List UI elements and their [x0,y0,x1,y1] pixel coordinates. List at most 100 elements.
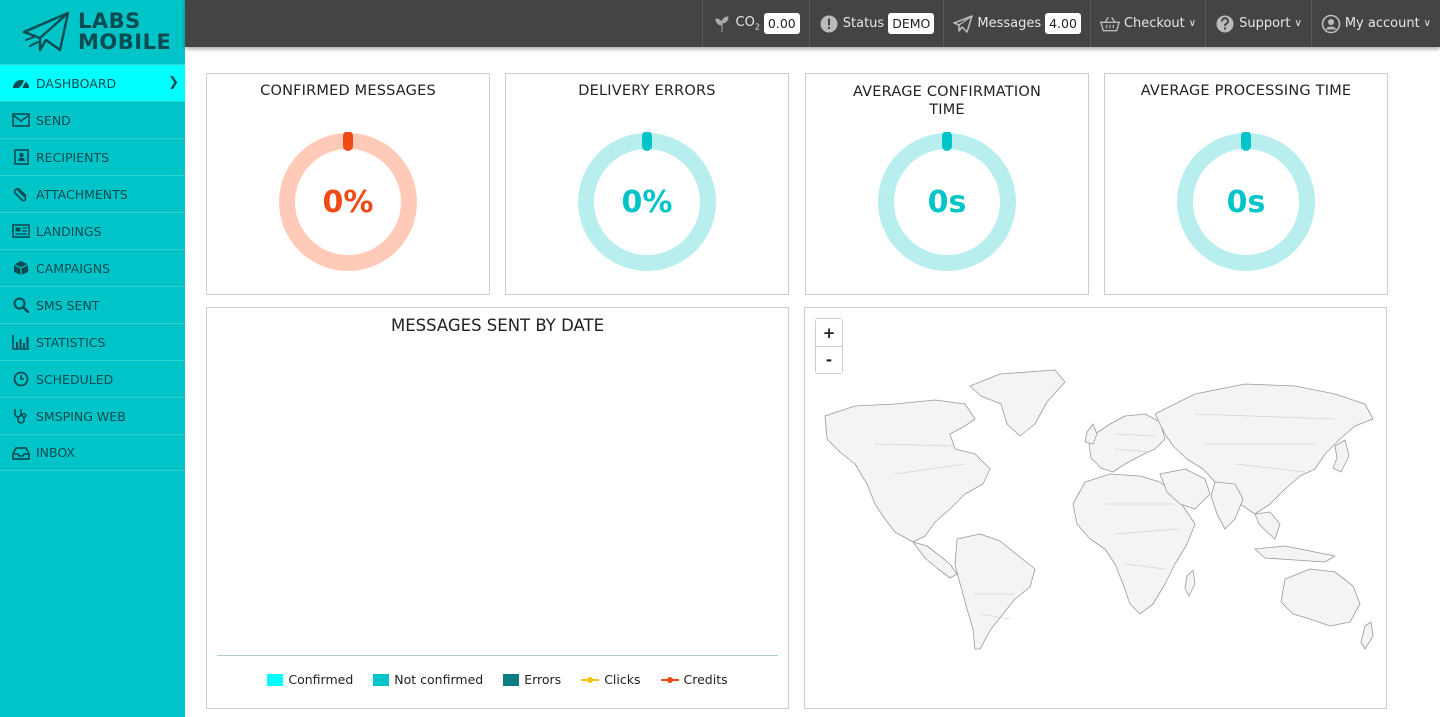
sidebar-item-scheduled[interactable]: SCHEDULED [0,360,185,397]
map-zoom-controls: + - [815,318,843,374]
sidebar-item-label: SMS SENT [36,297,100,313]
support-menu[interactable]: Support ∨ [1205,0,1311,47]
account-menu[interactable]: My account ∨ [1310,0,1440,47]
co2-subscript: 2 [754,22,760,32]
sidebar-item-campaigns[interactable]: CAMPAIGNS [0,249,185,286]
gauge-marker [642,131,652,151]
chart-x-axis [217,655,778,656]
dashboard-gauge-icon [11,74,31,92]
sidebar-item-label: INBOX [36,445,75,460]
sidebar-item-dashboard[interactable]: DASHBOARD ❯ [0,64,185,101]
average-processing-time-card: AVERAGE PROCESSING TIME 0s [1104,73,1388,295]
question-circle-icon [1216,15,1234,32]
legend-item-not-confirmed[interactable]: Not confirmed [373,672,483,687]
co2-value-badge: 0.00 [763,13,800,34]
confirmed-messages-card: CONFIRMED MESSAGES 0% [206,73,490,295]
search-icon [11,296,31,314]
errors-gauge: 0% [577,131,717,272]
map-region-india [1210,481,1244,530]
sidebar-item-attachments[interactable]: ATTACHMENTS [0,175,185,212]
card-title: AVERAGE PROCESSING TIME [1140,83,1352,99]
card-title-line-1: AVERAGE CONFIRMATION [852,84,1041,100]
map-zoom-out-button[interactable]: - [816,346,842,373]
sidebar-item-label: STATISTICS [36,334,106,350]
stethoscope-icon [11,407,31,425]
brand-logo[interactable]: LABS MOBILE [0,0,185,64]
average-confirmation-time-card: AVERAGE CONFIRMATION TIME 0s [805,73,1089,295]
clock-icon [11,370,31,388]
gauge-ring [578,131,716,271]
sidebar-item-label: SMSPING WEB [36,408,126,424]
sidebar-item-label: ATTACHMENTS [36,186,128,202]
gauge-ring [878,131,1016,271]
chart-title: MESSAGES SENT BY DATE [390,316,605,335]
legend-item-errors[interactable]: Errors [503,672,561,687]
map-zoom-in-button[interactable]: + [816,319,842,346]
gauge-ring [279,131,417,271]
sidebar-item-label: RECIPIENTS [36,149,110,165]
legend-swatch [267,673,284,686]
messages-value-badge: 4.00 [1045,13,1081,34]
bar-chart-icon [11,333,31,351]
sidebar-item-sms-sent[interactable]: SMS SENT [0,286,185,323]
map-region-central-america [912,541,958,579]
brand-line-2: MOBILE [78,30,172,54]
gauge-ring [1177,131,1315,271]
paper-plane-logo-icon [22,11,70,52]
map-region-madagascar [1184,569,1196,597]
gauge-value: 0s [1226,184,1266,220]
inbox-icon [11,444,31,462]
legend-line-marker [581,674,600,686]
gauge-value: 0% [621,184,673,220]
gauge-value: 0% [322,184,374,220]
sidebar-item-smsping-web[interactable]: SMSPING WEB [0,397,185,434]
world-map[interactable] [815,364,1377,654]
map-region-australia [1280,568,1361,627]
sidebar-item-statistics[interactable]: STATISTICS [0,323,185,360]
map-region-north-america [824,399,991,543]
sidebar-item-recipients[interactable]: RECIPIENTS [0,138,185,175]
avg-processing-gauge: 0s [1176,131,1316,272]
sidebar-item-inbox[interactable]: INBOX [0,434,185,471]
chevron-down-icon: ∨ [1423,18,1431,29]
chart-legend: Confirmed Not confirmed Errors Clicks Cr… [207,672,788,687]
cube-icon [11,259,31,277]
brand-line-1: LABS [78,9,141,33]
sidebar-nav: DASHBOARD ❯ SEND RECIPIENTS ATTACHMENTS [0,64,185,471]
status-value-badge: DEMO [888,13,935,34]
legend-label: Errors [524,672,562,687]
map-region-asia [1154,383,1374,515]
sidebar-item-send[interactable]: SEND [0,101,185,138]
sidebar-item-label: LANDINGS [36,223,102,239]
map-region-uk [1084,423,1098,445]
chevron-down-icon: ∨ [1188,18,1197,29]
sidebar-item-label: DASHBOARD [36,75,117,91]
checkout-menu[interactable]: Checkout ∨ [1089,0,1205,47]
map-region-new-zealand [1360,621,1374,650]
exclamation-circle-icon [820,15,838,32]
shopping-basket-icon [1099,16,1120,31]
status-indicator[interactable]: Status DEMO [808,0,944,47]
chevron-down-icon: ∨ [1294,18,1302,29]
legend-label: Clicks [604,672,641,687]
legend-item-confirmed[interactable]: Confirmed [267,672,353,687]
map-region-indonesia [1254,545,1336,563]
card-title: AVERAGE CONFIRMATION TIME [806,83,1088,119]
gauge-marker [1241,131,1251,151]
co2-label: CO2 [736,15,760,32]
legend-item-clicks[interactable]: Clicks [581,672,641,687]
checkout-label: Checkout [1123,16,1185,31]
map-region-middle-east [1159,468,1211,510]
sidebar-item-label: SCHEDULED [36,371,114,387]
legend-label: Confirmed [288,672,354,687]
legend-item-credits[interactable]: Credits [660,672,728,687]
map-region-southeast-asia [1254,511,1281,540]
sidebar-item-landings[interactable]: LANDINGS [0,212,185,249]
legend-label: Not confirmed [394,672,484,687]
card-title: DELIVERY ERRORS [578,83,716,99]
messages-indicator[interactable]: Messages 4.00 [943,0,1090,47]
co2-indicator[interactable]: CO2 0.00 [701,0,809,47]
map-region-japan [1332,439,1350,473]
card-title: CONFIRMED MESSAGES [260,83,436,99]
